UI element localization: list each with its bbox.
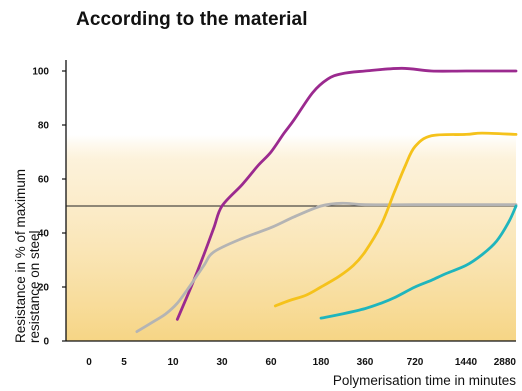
y-tick-label: 20 xyxy=(38,283,50,294)
plot-background xyxy=(66,135,516,341)
x-tick-label: 10 xyxy=(167,357,179,368)
y-tick-label: 80 xyxy=(38,121,50,132)
y-axis-label-line-2: resistance on steel xyxy=(27,230,42,343)
y-tick-label: 0 xyxy=(43,337,49,348)
y-ticks: 0 20 40 60 80 100 xyxy=(32,67,66,348)
x-tick-label: 720 xyxy=(407,357,424,368)
x-tick-label: 60 xyxy=(265,357,277,368)
series-group xyxy=(135,66,518,333)
series-line xyxy=(319,204,518,320)
y-tick-label: 100 xyxy=(32,67,49,78)
x-tick-label: 2880 xyxy=(494,357,517,368)
x-tick-label: 360 xyxy=(357,357,374,368)
y-axis-label: Resistance in % of maximum resistance on… xyxy=(13,165,42,343)
y-axis-label-line-1: Resistance in % of maximum xyxy=(13,169,28,343)
x-ticks: 0 5 10 30 60 180 360 720 1440 2880 xyxy=(86,357,516,368)
x-tick-label: 5 xyxy=(121,357,127,368)
y-tick-label: 60 xyxy=(38,175,50,186)
y-tick-label: 40 xyxy=(38,229,50,240)
x-tick-label: 180 xyxy=(313,357,330,368)
series-line xyxy=(175,66,518,321)
chart-title: According to the material xyxy=(76,9,308,30)
x-tick-label: 1440 xyxy=(455,357,478,368)
x-tick-label: 30 xyxy=(216,357,228,368)
x-tick-label: 0 xyxy=(86,357,92,368)
x-axis-label: Polymerisation time in minutes xyxy=(333,373,516,388)
series-line xyxy=(273,131,518,308)
